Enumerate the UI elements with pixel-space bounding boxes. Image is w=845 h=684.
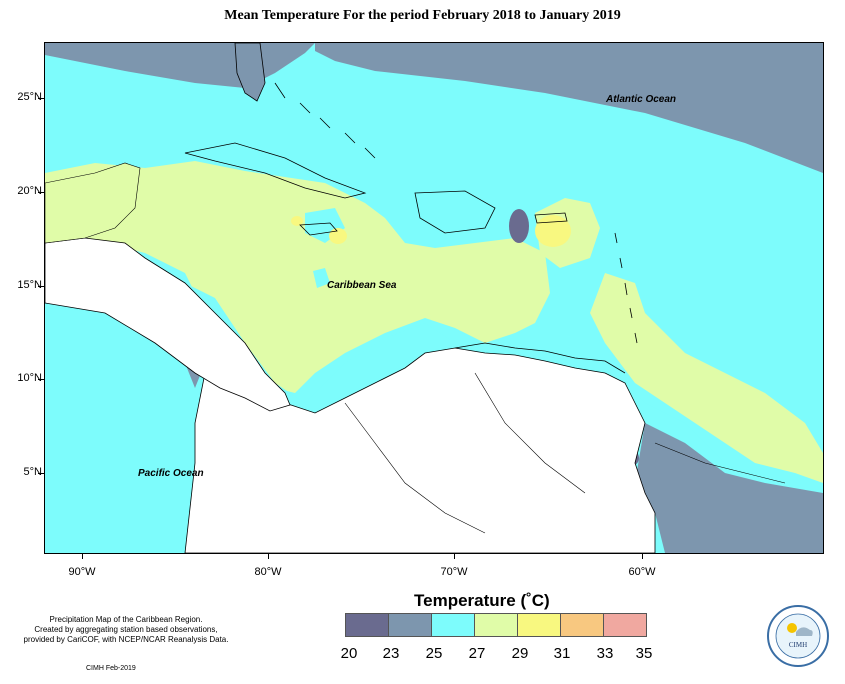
- legend-title: Temperature (˚C): [414, 591, 550, 610]
- land-bahamas: [274, 82, 376, 159]
- y-tick-mark: [38, 192, 44, 193]
- x-tick-mark: [642, 553, 643, 559]
- x-tick-mark: [268, 553, 269, 559]
- x-tick-70w: 70°W: [440, 566, 468, 578]
- cloud-icon: [796, 627, 813, 636]
- y-tick-25n: 25°N: [17, 91, 42, 103]
- legend-label-29: 29: [511, 645, 529, 662]
- legend-swatch-29-31: [518, 614, 561, 636]
- cool-spot-central: [313, 268, 330, 288]
- y-tick-5n: 5°N: [23, 466, 42, 478]
- map-title: Mean Temperature For the period February…: [224, 8, 621, 23]
- logo-text: CIMH: [789, 641, 807, 649]
- legend-label-31: 31: [553, 645, 571, 662]
- legend-colorbar: [345, 613, 647, 637]
- cold-spot-hispaniola: [509, 209, 529, 243]
- x-tick-80w: 80°W: [254, 566, 282, 578]
- source-note-line: Precipitation Map of the Caribbean Regio…: [49, 615, 203, 624]
- x-tick-90w: 90°W: [68, 566, 96, 578]
- x-tick-mark: [82, 553, 83, 559]
- hot-spot-puertorico: [535, 215, 571, 247]
- land-central-america: [45, 237, 291, 412]
- land-borders: [344, 372, 786, 534]
- legend-swatch-20-23: [346, 614, 389, 636]
- legend-label-27: 27: [468, 645, 486, 662]
- land-florida: [234, 43, 266, 102]
- land-south-america: [184, 347, 656, 553]
- land-puerto-rico: [534, 212, 568, 224]
- warm-region-east: [590, 273, 823, 483]
- warm-region-caribbean: [45, 161, 550, 393]
- source-note-line: Created by aggregating station based obs…: [34, 625, 218, 634]
- cool-region-north: [45, 43, 823, 173]
- credit-text: CIMH Feb-2019: [86, 665, 136, 672]
- y-tick-10n: 10°N: [17, 372, 42, 384]
- label-caribbean-sea: Caribbean Sea: [327, 280, 397, 291]
- y-tick-20n: 20°N: [17, 185, 42, 197]
- x-tick-60w: 60°W: [628, 566, 656, 578]
- y-tick-mark: [38, 286, 44, 287]
- label-atlantic-ocean: Atlantic Ocean: [606, 94, 677, 105]
- y-tick-mark: [38, 98, 44, 99]
- y-tick-mark: [38, 379, 44, 380]
- legend-swatch-33-35: [604, 614, 646, 636]
- legend-label-35: 35: [635, 645, 653, 662]
- source-note-line: provided by CariCOF, with NCEP/NCAR Rean…: [23, 635, 229, 644]
- cool-region-south: [635, 423, 823, 553]
- map-area: [44, 42, 824, 554]
- legend-swatch-25-27: [432, 614, 475, 636]
- cimh-logo: CIMH: [767, 605, 829, 667]
- temperature-map: [45, 43, 823, 553]
- y-tick-15n: 15°N: [17, 279, 42, 291]
- land-hispaniola: [414, 190, 496, 234]
- land-jamaica: [299, 222, 338, 236]
- legend-label-23: 23: [382, 645, 400, 662]
- hot-spot-cuba: [291, 216, 303, 226]
- legend-swatch-23-25: [389, 614, 432, 636]
- legend-label-20: 20: [340, 645, 358, 662]
- source-note: Precipitation Map of the Caribbean Regio…: [6, 615, 246, 645]
- land-lesser-antilles: [614, 232, 638, 344]
- land-yucatan: [45, 162, 141, 244]
- sun-icon: [787, 623, 797, 633]
- label-pacific-ocean: Pacific Ocean: [138, 468, 204, 479]
- land-venezuela-coast: [454, 342, 626, 374]
- legend-label-33: 33: [596, 645, 614, 662]
- legend-swatch-27-29: [475, 614, 518, 636]
- land-cuba: [184, 142, 367, 199]
- y-tick-mark: [38, 473, 44, 474]
- legend-label-25: 25: [425, 645, 443, 662]
- hot-spot-jamaica: [329, 228, 347, 244]
- x-tick-mark: [454, 553, 455, 559]
- legend-swatch-31-33: [561, 614, 604, 636]
